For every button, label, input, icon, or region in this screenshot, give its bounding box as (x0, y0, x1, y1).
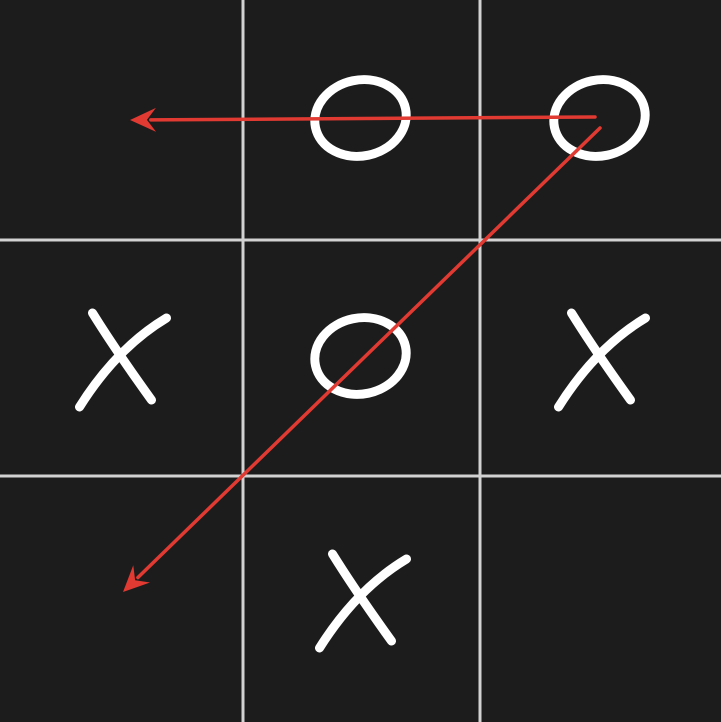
marks-layer (75, 75, 650, 653)
o-mark-r0-c2 (549, 75, 650, 161)
x-mark-r1-c2 (554, 308, 650, 412)
arrow-1 (130, 107, 597, 132)
arrow-2-shaft (136, 126, 602, 580)
x-mark-r1-c0 (75, 308, 171, 412)
board-cell-r2-c2[interactable] (482, 478, 719, 720)
arrow-1-head (130, 107, 157, 132)
board-cell-r0-c2[interactable] (482, 2, 719, 238)
arrow-2-head (123, 565, 151, 592)
o-mark-r0-c1 (310, 75, 411, 161)
arrow-1-shaft (149, 115, 597, 122)
arrows-layer (123, 107, 602, 592)
arrow-2 (123, 126, 602, 592)
x-mark-r2-c1 (315, 549, 411, 653)
o-mark-r1-c1 (310, 313, 411, 399)
